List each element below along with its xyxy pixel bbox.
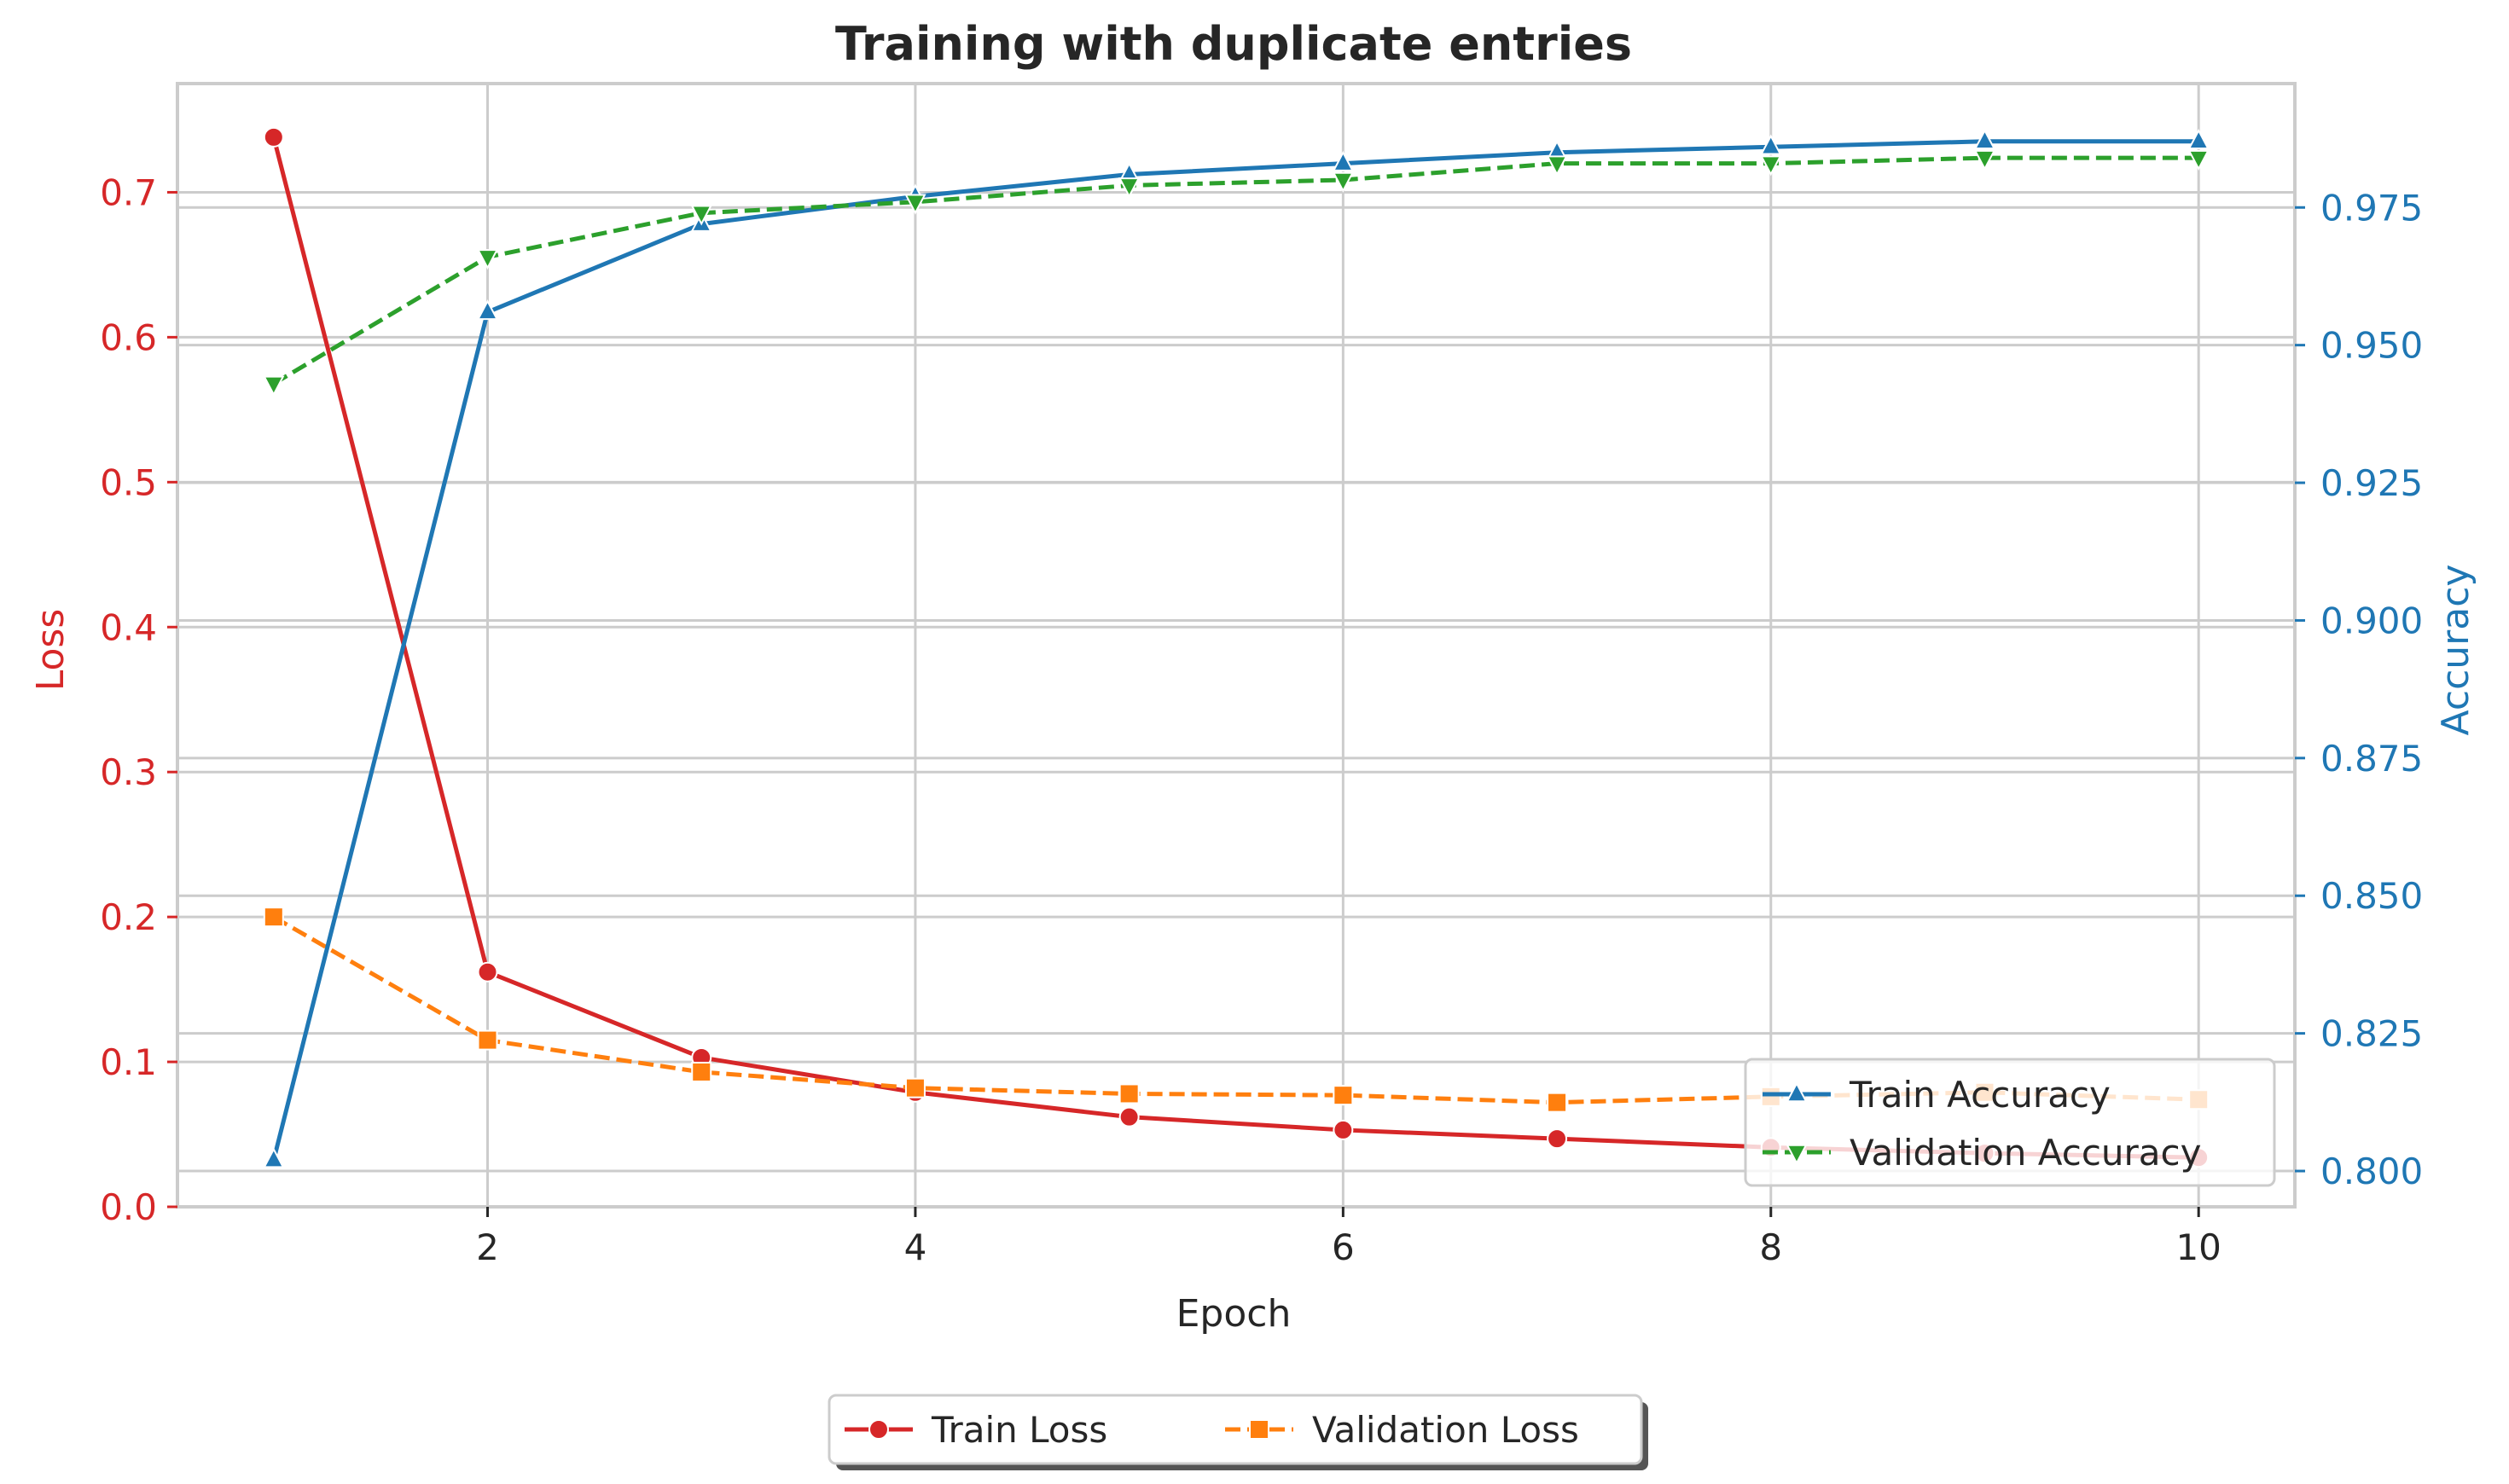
train-accuracy-point bbox=[1332, 150, 1355, 171]
legend-train-loss-label: Train Loss bbox=[931, 1409, 1107, 1451]
legend-train-loss-marker bbox=[868, 1419, 889, 1440]
train-accuracy-point bbox=[2187, 128, 2210, 150]
train-accuracy-point bbox=[476, 299, 499, 321]
train-accuracy-point bbox=[1760, 134, 1782, 155]
validation-loss-point bbox=[1118, 1083, 1140, 1104]
right-tick-label: 0.875 bbox=[2320, 738, 2423, 780]
validation-accuracy-point bbox=[1118, 177, 1141, 199]
left-tick-label: 0.3 bbox=[100, 751, 157, 793]
legend-validation-accuracy-label: Validation Accuracy bbox=[1850, 1132, 2202, 1174]
validation-loss-point bbox=[1333, 1085, 1354, 1106]
train-accuracy-point bbox=[263, 1147, 285, 1168]
legend-validation-loss-label: Validation Loss bbox=[1312, 1409, 1579, 1451]
left-tick-label: 0.1 bbox=[100, 1041, 157, 1083]
left-tick-label: 0.0 bbox=[100, 1186, 157, 1228]
legend-train-accuracy-marker bbox=[1786, 1081, 1808, 1103]
left-axis-label: Loss bbox=[29, 609, 73, 692]
left-tick-label: 0.7 bbox=[100, 171, 157, 213]
validation-loss-point bbox=[263, 907, 284, 928]
validation-accuracy-point bbox=[1332, 171, 1355, 193]
right-tick-label: 0.950 bbox=[2320, 325, 2423, 367]
x-axis-label: Epoch bbox=[1176, 1292, 1292, 1336]
series-validation-accuracy bbox=[263, 149, 2210, 397]
right-axis-label: Accuracy bbox=[2434, 565, 2477, 736]
train-loss-point bbox=[477, 961, 498, 983]
chart-title: Training with duplicate entries bbox=[835, 17, 1632, 71]
right-axis-ticks: 0.800 0.825 0.850 0.875 0.900 0.925 0.950 0.975 bbox=[2295, 187, 2423, 1192]
validation-accuracy-point bbox=[904, 194, 926, 215]
validation-accuracy-point bbox=[1760, 155, 1782, 177]
train-accuracy-line bbox=[271, 139, 2199, 1161]
left-axis-ticks: 0.0 0.1 0.2 0.3 0.4 0.5 0.6 0.7 bbox=[100, 171, 177, 1228]
validation-accuracy-point bbox=[476, 249, 499, 270]
legend-train-accuracy-label: Train Accuracy bbox=[1849, 1074, 2111, 1116]
validation-accuracy-point bbox=[1973, 149, 1996, 171]
left-tick-label: 0.6 bbox=[100, 316, 157, 358]
x-tick-label: 4 bbox=[904, 1226, 927, 1268]
validation-loss-point bbox=[477, 1029, 498, 1051]
left-tick-label: 0.5 bbox=[100, 461, 157, 503]
validation-loss-point bbox=[1547, 1092, 1568, 1113]
validation-accuracy-point bbox=[2187, 149, 2210, 171]
right-tick-label: 0.825 bbox=[2320, 1013, 2423, 1055]
train-loss-point bbox=[1547, 1128, 1568, 1150]
validation-loss-point bbox=[691, 1061, 712, 1082]
right-tick-label: 0.975 bbox=[2320, 187, 2423, 229]
series-layer bbox=[263, 126, 2210, 1168]
train-loss-point bbox=[1118, 1106, 1140, 1127]
legend-validation-accuracy-marker bbox=[1786, 1144, 1808, 1165]
right-tick-label: 0.900 bbox=[2320, 600, 2423, 641]
validation-accuracy-line bbox=[272, 155, 2199, 385]
validation-accuracy-point bbox=[690, 205, 712, 226]
x-tick-label: 10 bbox=[2175, 1226, 2221, 1268]
right-tick-label: 0.925 bbox=[2320, 462, 2423, 504]
plot-frame bbox=[176, 82, 2297, 1209]
x-axis-ticks: 2 4 6 8 10 bbox=[476, 1207, 2222, 1268]
train-loss-point bbox=[263, 126, 284, 148]
left-tick-label: 0.4 bbox=[100, 606, 157, 648]
legend-validation-loss-marker bbox=[1249, 1419, 1269, 1440]
validation-accuracy-point bbox=[263, 375, 285, 397]
right-tick-label: 0.800 bbox=[2320, 1151, 2423, 1192]
x-tick-label: 6 bbox=[1332, 1226, 1355, 1268]
x-tick-label: 2 bbox=[476, 1226, 499, 1268]
train-loss-point bbox=[1333, 1119, 1354, 1140]
legend-accuracy-box bbox=[1744, 1058, 2276, 1187]
legend-loss: Train Loss Validation Loss bbox=[828, 1394, 1648, 1470]
validation-loss-point bbox=[904, 1077, 926, 1099]
x-tick-label: 8 bbox=[1759, 1226, 1782, 1268]
validation-loss-line bbox=[272, 914, 2199, 1105]
right-tick-label: 0.850 bbox=[2320, 875, 2423, 917]
left-tick-label: 0.2 bbox=[100, 896, 157, 938]
train-accuracy-point bbox=[1973, 128, 1996, 150]
legend-accuracy: Train Accuracy Validation Accuracy bbox=[1744, 1058, 2276, 1187]
validation-accuracy-point bbox=[1546, 155, 1568, 177]
series-train-accuracy bbox=[263, 128, 2210, 1168]
train-loss-line bbox=[271, 136, 2199, 1160]
